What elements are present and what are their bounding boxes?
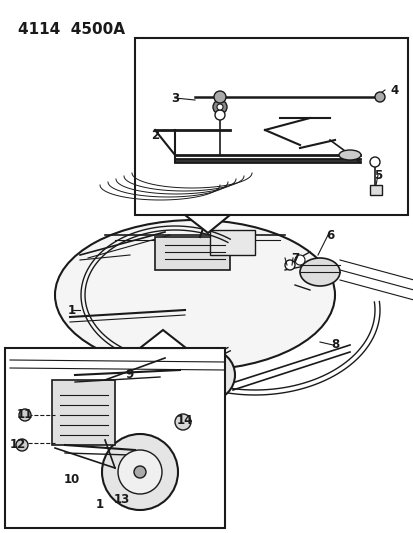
Text: 5: 5 [373, 168, 381, 182]
Ellipse shape [338, 150, 360, 160]
Text: 4: 4 [390, 84, 398, 96]
Bar [154, 237, 230, 270]
Text: 14: 14 [176, 414, 193, 426]
Circle shape [369, 157, 379, 167]
Text: 1: 1 [68, 303, 76, 317]
Ellipse shape [55, 220, 334, 370]
Polygon shape [140, 330, 185, 348]
Bar [135, 38, 407, 215]
Text: 12: 12 [10, 439, 26, 451]
Bar [209, 230, 254, 255]
Text: 3: 3 [171, 92, 179, 104]
Polygon shape [185, 215, 230, 233]
Text: 11: 11 [17, 408, 33, 422]
Text: 13: 13 [114, 494, 130, 506]
Text: 1: 1 [96, 498, 104, 512]
Circle shape [374, 92, 384, 102]
Circle shape [199, 365, 219, 385]
Circle shape [216, 104, 223, 110]
Bar [52, 380, 115, 445]
Circle shape [102, 434, 178, 510]
Bar [5, 348, 224, 528]
Circle shape [294, 255, 304, 265]
Text: 4114  4500A: 4114 4500A [18, 22, 125, 37]
Circle shape [214, 91, 225, 103]
Circle shape [118, 450, 161, 494]
Circle shape [206, 372, 212, 378]
Text: 10: 10 [64, 473, 80, 487]
Circle shape [185, 350, 235, 400]
Bar [369, 185, 381, 195]
Circle shape [214, 110, 224, 120]
Text: 2: 2 [151, 128, 159, 141]
Text: 8: 8 [330, 338, 338, 351]
Circle shape [16, 439, 28, 451]
Circle shape [212, 100, 226, 114]
Text: 7: 7 [290, 252, 298, 264]
Ellipse shape [299, 258, 339, 286]
Text: 9: 9 [126, 368, 134, 382]
Circle shape [284, 260, 294, 270]
Circle shape [19, 409, 31, 421]
Text: 6: 6 [325, 229, 333, 241]
Circle shape [134, 466, 146, 478]
Circle shape [175, 414, 190, 430]
